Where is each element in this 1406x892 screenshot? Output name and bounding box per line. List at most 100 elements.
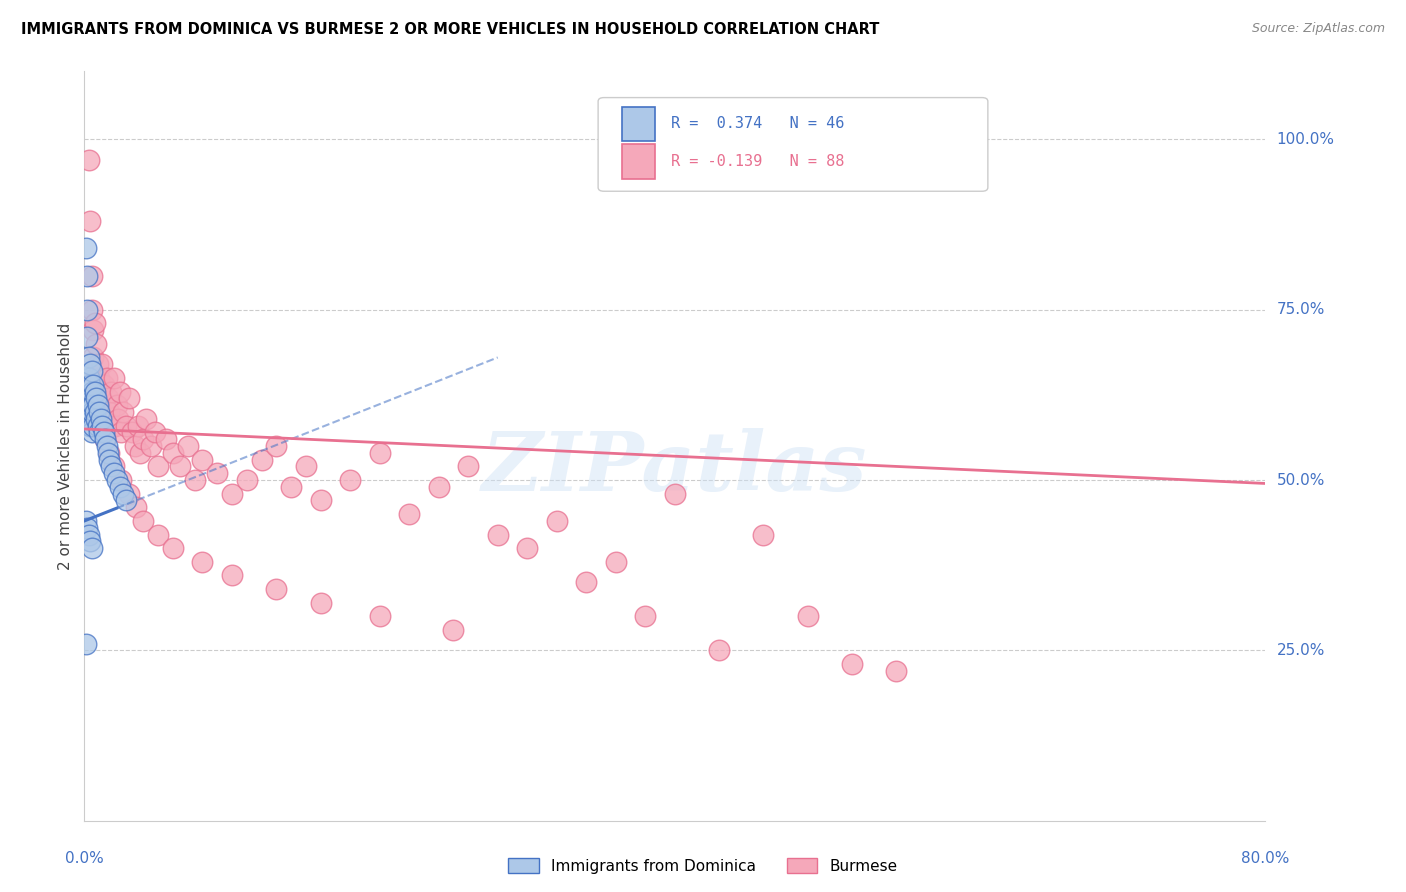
Legend: Immigrants from Dominica, Burmese: Immigrants from Dominica, Burmese [502,852,904,880]
Point [91,357,114,371]
Point [91,418,114,433]
Point [75,242,97,256]
Point [76,302,98,317]
Text: 0.0%: 0.0% [65,851,104,866]
Point [80,302,103,317]
Point [79,534,101,549]
Point [83,384,105,399]
Point [124,439,146,453]
Point [75,514,97,528]
Point [80,425,103,440]
Point [486,527,509,541]
Point [105,473,128,487]
Point [84,405,107,419]
Point [546,514,568,528]
Point [132,432,155,446]
Point [575,575,598,590]
Point [103,467,125,481]
Point [250,452,273,467]
Bar [621,106,655,141]
Point [443,623,465,637]
Point [135,411,157,425]
Point [84,384,107,399]
Point [77,371,100,385]
Point [90,418,112,433]
Point [104,418,127,433]
Point [709,643,731,657]
Text: 80.0%: 80.0% [1241,851,1289,866]
Bar [621,144,655,178]
Point [87,425,111,440]
Text: R = -0.139   N = 88: R = -0.139 N = 88 [671,153,845,169]
Point [280,480,302,494]
Point [118,392,141,406]
Point [103,371,125,385]
Text: R =  0.374   N = 46: R = 0.374 N = 46 [671,116,845,131]
Point [97,392,120,406]
Point [98,405,121,419]
Point [125,500,148,515]
Point [127,418,149,433]
Text: 100.0%: 100.0% [1277,132,1334,147]
Point [309,596,332,610]
Point [76,268,98,283]
Point [457,459,479,474]
Point [84,392,107,406]
Point [368,609,391,624]
Point [82,418,104,433]
Point [107,411,129,425]
Point [82,351,104,365]
Point [841,657,863,671]
Point [87,371,111,385]
Point [79,418,101,433]
Point [398,507,420,521]
Point [108,384,131,399]
Point [84,336,107,351]
Point [108,480,131,494]
Point [83,405,105,419]
Point [86,398,108,412]
Point [111,486,134,500]
Point [80,392,103,406]
Point [86,357,108,371]
FancyBboxPatch shape [598,97,988,191]
Point [177,439,200,453]
Point [886,664,908,678]
Point [77,351,100,365]
Point [162,541,184,556]
Point [83,371,105,385]
Point [148,527,170,541]
Point [80,384,103,399]
Point [368,446,391,460]
Point [169,459,191,474]
Text: Source: ZipAtlas.com: Source: ZipAtlas.com [1251,22,1385,36]
Point [79,398,101,412]
Point [75,636,97,650]
Point [221,486,243,500]
Point [77,153,100,167]
Point [80,364,103,378]
Point [87,405,111,419]
Point [94,398,117,412]
Point [80,268,103,283]
Point [82,323,104,337]
Text: 25.0%: 25.0% [1277,643,1324,657]
Point [111,405,134,419]
Point [82,377,104,392]
Point [77,392,100,406]
Point [207,467,229,481]
Point [191,555,214,569]
Point [162,446,184,460]
Point [77,411,100,425]
Point [605,555,627,569]
Text: 75.0%: 75.0% [1277,302,1324,318]
Point [79,357,101,371]
Point [143,425,166,440]
Point [96,371,118,385]
Point [516,541,538,556]
Point [339,473,361,487]
Point [84,411,107,425]
Point [148,459,170,474]
Point [100,384,122,399]
Point [105,398,128,412]
